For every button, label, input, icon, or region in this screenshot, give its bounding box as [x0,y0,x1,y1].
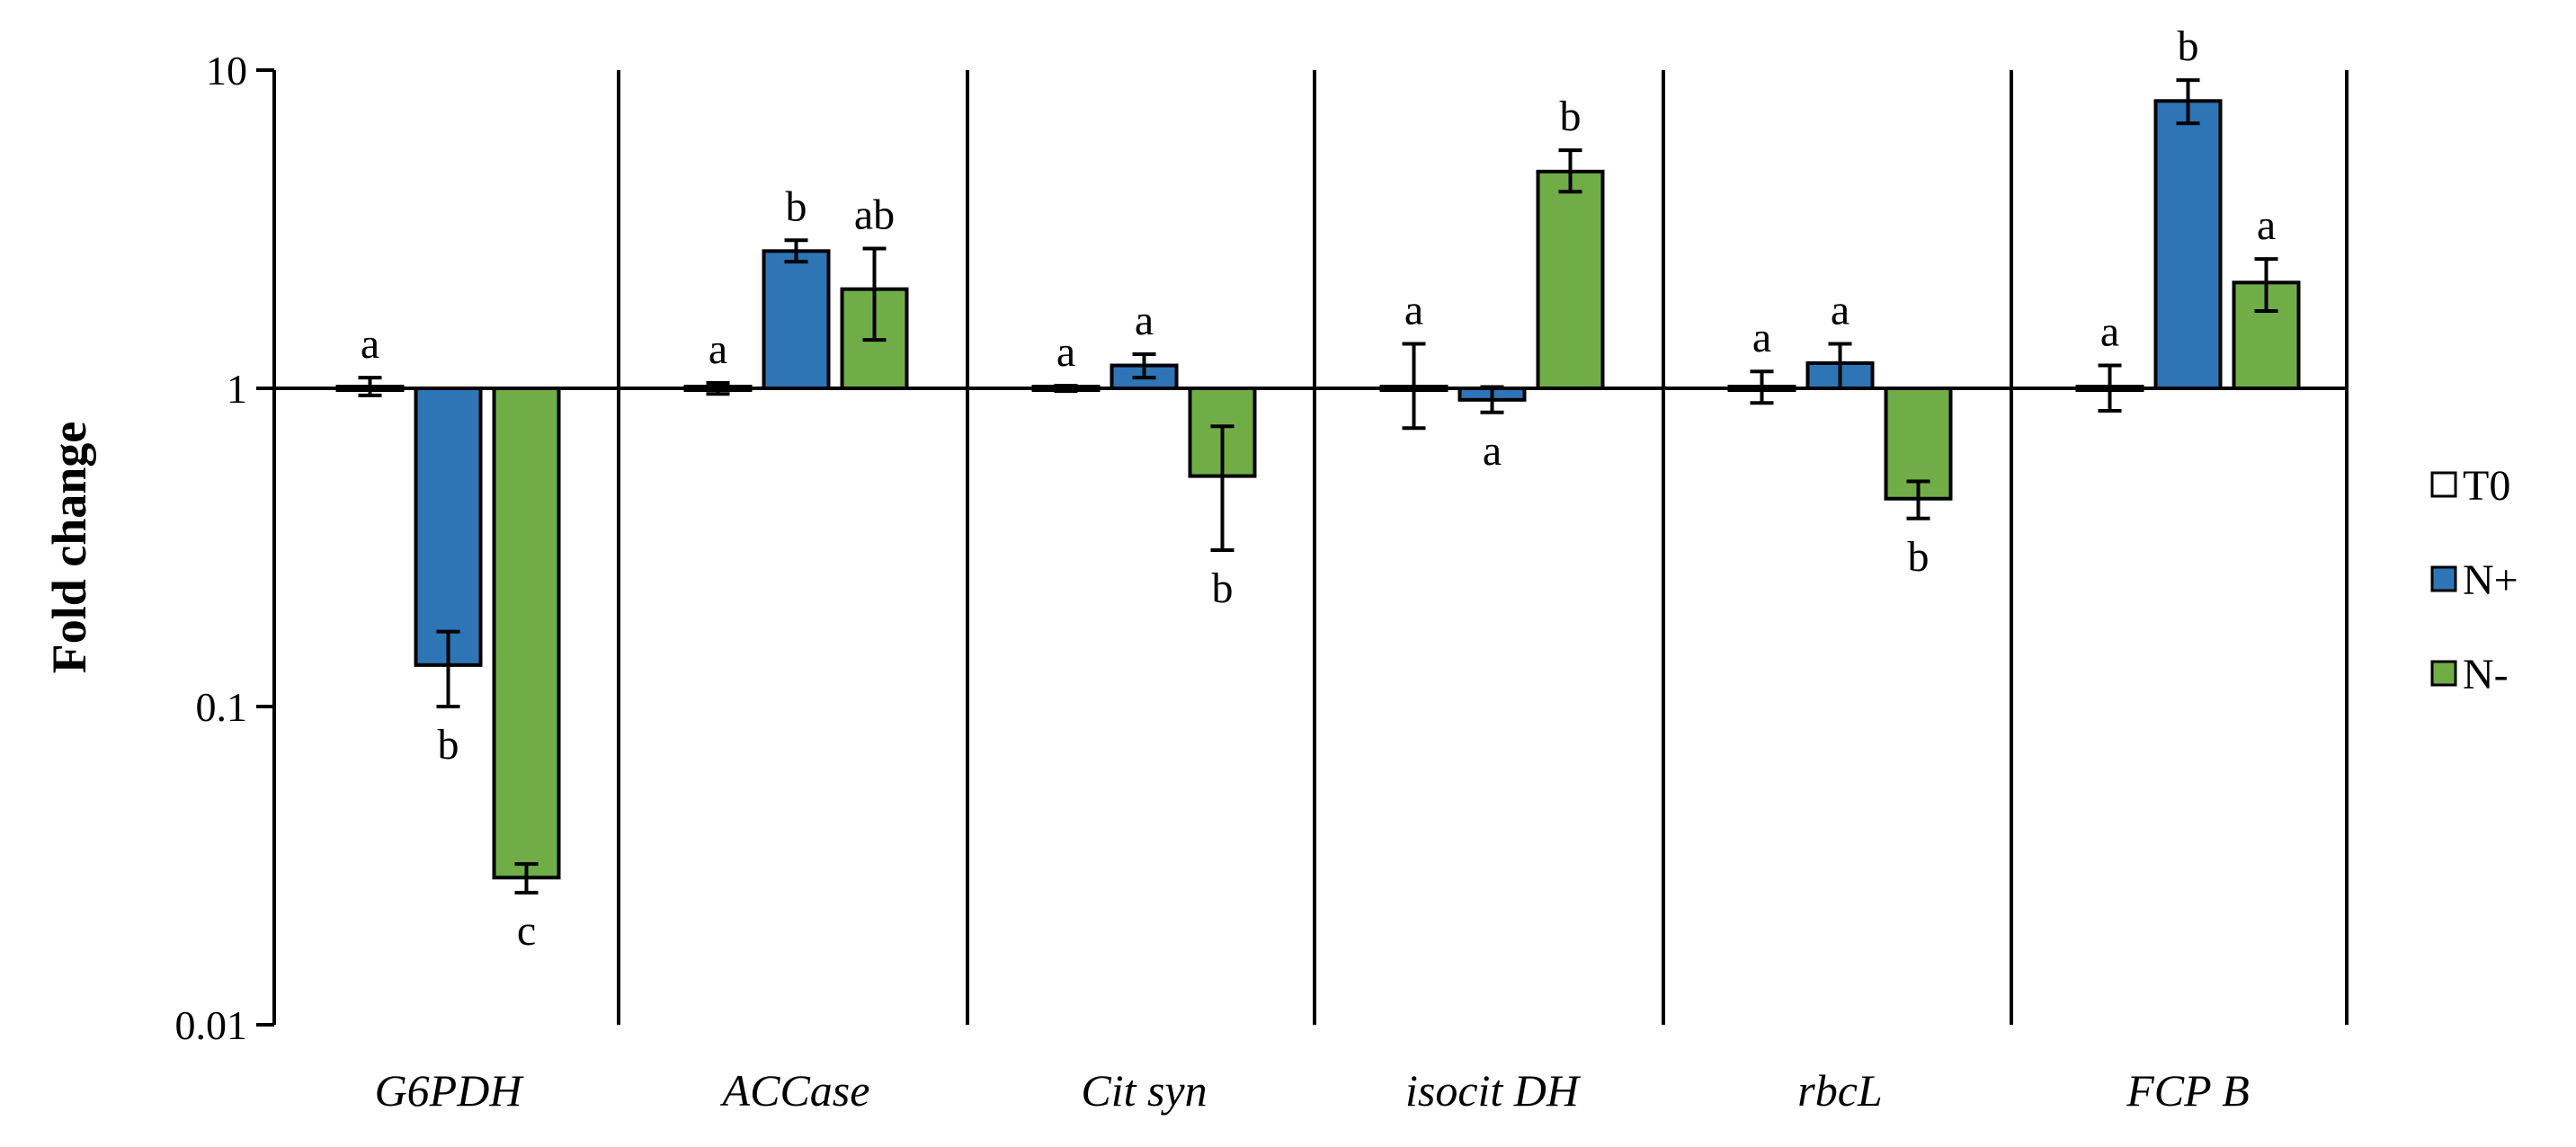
significance-letter: a [1404,286,1423,333]
legend-swatch-N+ [2430,565,2457,592]
significance-letter: b [1560,93,1582,140]
significance-letter: a [1752,314,1771,361]
x-tick-label: rbcL [1797,1065,1882,1116]
significance-letter: ab [854,191,895,238]
y-tick-label: 0.1 [196,684,248,730]
bar-N+-G6PDH [414,387,483,667]
bar-N--G6PDH [492,387,561,880]
significance-letter: a [1056,328,1075,376]
x-tick-label: Cit syn [1081,1065,1207,1116]
x-tick-label: isocit DH [1405,1065,1582,1116]
significance-letter: a [1135,297,1154,344]
significance-letter: b [1212,565,1234,612]
significance-letter: b [1908,533,1930,581]
legend-label: T0 [2463,462,2510,510]
significance-letter: a [709,325,727,373]
significance-letter: a [1483,427,1502,475]
x-tick-label: FCP B [2126,1065,2250,1116]
bar-N+-FCP B [2153,99,2223,390]
legend-label: N- [2463,651,2509,698]
significance-letter: a [2257,201,2276,249]
x-tick-label: G6PDH [375,1065,525,1116]
bar-N--isocit DH [1536,169,1605,390]
y-tick-label: 0.01 [175,1002,248,1048]
significance-letter: b [2178,22,2199,70]
significance-letter: b [438,721,459,769]
legend-swatch-T0 [2430,471,2457,498]
x-tick-label: ACCase [720,1065,870,1116]
significance-letter: b [786,182,807,230]
y-tick-label: 10 [206,48,247,93]
significance-letter: a [1831,286,1850,333]
significance-letter: a [361,320,379,368]
legend-swatch-N- [2430,660,2457,687]
y-axis-title: Fold change [42,422,96,674]
legend-label: N+ [2463,556,2518,604]
significance-letter: a [2100,308,2119,356]
significance-letter: c [517,907,536,955]
bar-N+-ACCase [762,249,831,391]
y-tick-label: 1 [227,366,247,412]
